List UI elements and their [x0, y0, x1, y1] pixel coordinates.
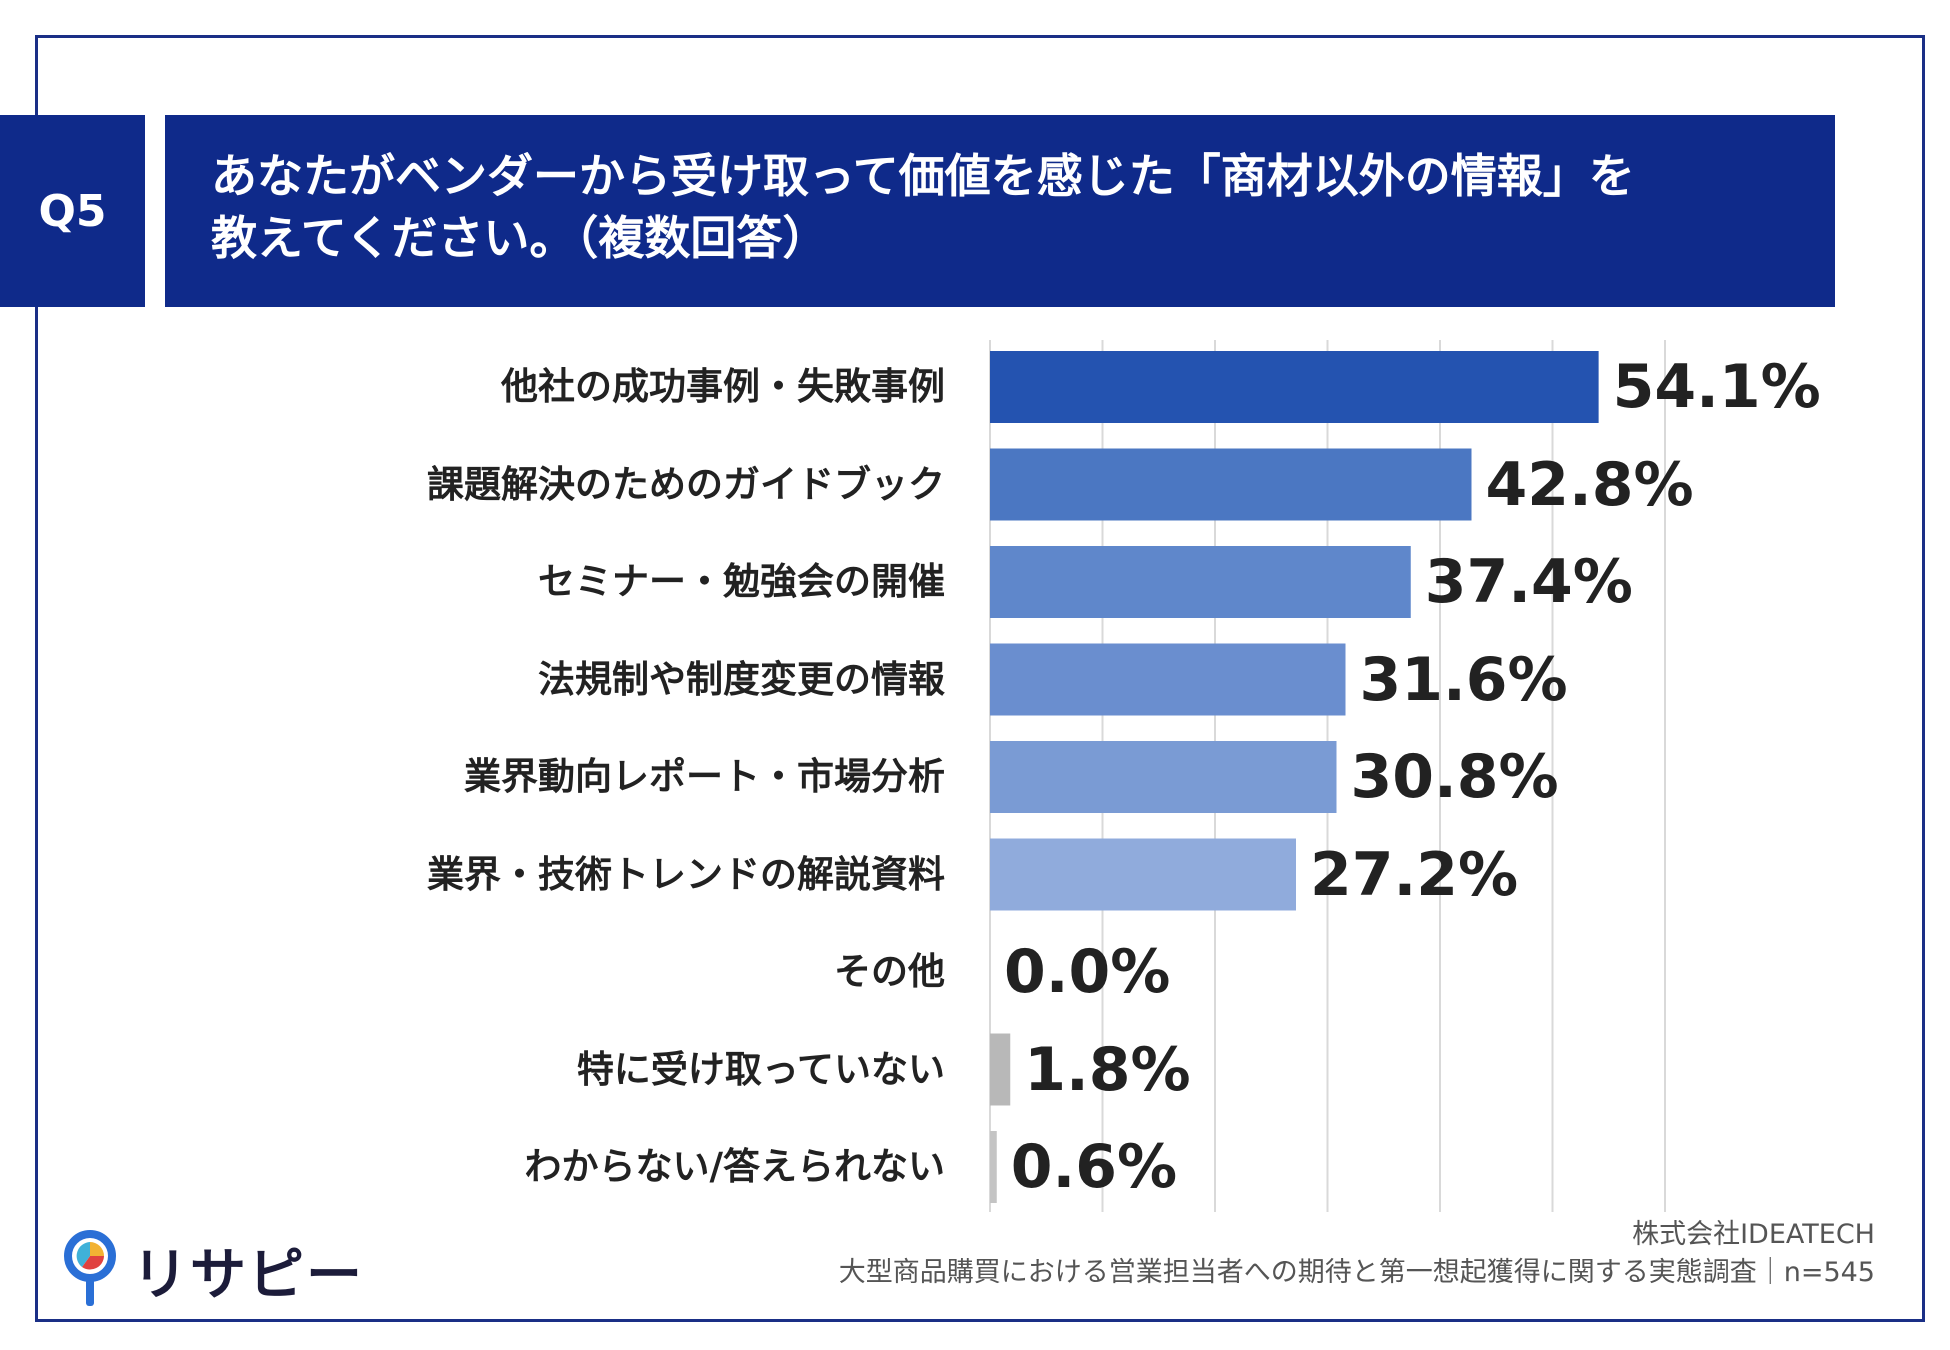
- value-label: 37.4%: [1424, 547, 1633, 617]
- bar: [990, 741, 1337, 813]
- bar: [990, 1131, 997, 1203]
- value-label: 27.2%: [1310, 839, 1519, 910]
- bar: [990, 351, 1599, 423]
- bar: [990, 1033, 1011, 1106]
- chart-frame: [35, 35, 1925, 1322]
- bar: [990, 448, 1472, 521]
- value-label: 31.6%: [1359, 644, 1568, 715]
- value-label: 30.8%: [1350, 742, 1559, 812]
- category-label: わからない/答えられない: [524, 1145, 945, 1188]
- category-label: セミナー・勉強会の開催: [538, 560, 945, 603]
- category-label: 法規制や制度変更の情報: [538, 657, 945, 701]
- category-label: 業界・技術トレンドの解説資料: [427, 852, 945, 896]
- bar: [990, 838, 1296, 911]
- category-label: 課題解決のためのガイドブック: [427, 462, 945, 506]
- bar: [990, 546, 1411, 618]
- risapy-logo: リサピー: [62, 1228, 364, 1312]
- question-number: Q5: [0, 115, 145, 307]
- category-label: 特に受け取っていない: [576, 1047, 945, 1091]
- survey-credit: 大型商品購買における営業担当者への期待と第一想起獲得に関する実態調査｜n=545: [838, 1257, 1875, 1288]
- value-label: 0.0%: [1004, 937, 1171, 1007]
- bar: [990, 643, 1346, 716]
- logo-text: リサピー: [132, 1242, 364, 1308]
- value-label: 1.8%: [1024, 1034, 1191, 1105]
- question-title: あなたがベンダーから受け取って価値を感じた「商材以外の情報」を 教えてください。…: [165, 115, 1835, 307]
- category-label: 業界動向レポート・市場分析: [464, 755, 945, 798]
- value-label: 0.6%: [1010, 1132, 1178, 1202]
- value-label: 54.1%: [1612, 352, 1821, 422]
- logo-pin-icon: [64, 1230, 116, 1306]
- bars: [990, 351, 1599, 1203]
- category-label: 他社の成功事例・失敗事例: [501, 365, 945, 408]
- value-label: 42.8%: [1485, 449, 1694, 520]
- company-credit: 株式会社IDEATECH: [1632, 1219, 1875, 1250]
- question-title-line2: 教えてください。（複数回答）: [211, 211, 829, 265]
- category-label: その他: [834, 950, 945, 993]
- question-title-line1: あなたがベンダーから受け取って価値を感じた「商材以外の情報」を: [211, 149, 1635, 203]
